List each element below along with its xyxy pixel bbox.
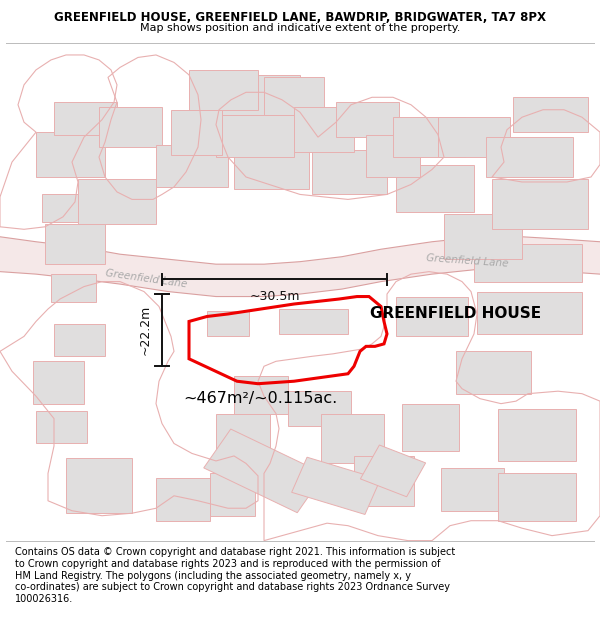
Polygon shape: [156, 478, 210, 521]
Polygon shape: [36, 411, 87, 444]
Polygon shape: [99, 107, 162, 147]
Polygon shape: [354, 456, 414, 506]
Polygon shape: [45, 224, 105, 264]
Polygon shape: [366, 134, 420, 177]
Polygon shape: [498, 409, 576, 461]
Polygon shape: [156, 144, 228, 187]
Text: GREENFIELD HOUSE: GREENFIELD HOUSE: [370, 306, 542, 321]
Polygon shape: [234, 144, 309, 189]
Polygon shape: [33, 361, 84, 404]
Polygon shape: [36, 132, 105, 177]
Polygon shape: [51, 274, 96, 301]
Polygon shape: [0, 237, 600, 296]
Polygon shape: [456, 351, 531, 394]
Polygon shape: [396, 296, 468, 336]
Text: ~22.2m: ~22.2m: [138, 305, 151, 355]
Polygon shape: [486, 137, 573, 177]
Polygon shape: [402, 404, 459, 451]
Polygon shape: [361, 445, 425, 497]
Polygon shape: [207, 311, 249, 336]
Polygon shape: [498, 473, 576, 521]
Polygon shape: [78, 179, 156, 224]
Polygon shape: [171, 110, 222, 154]
Polygon shape: [438, 118, 510, 157]
Polygon shape: [264, 78, 324, 115]
Polygon shape: [288, 391, 351, 426]
Polygon shape: [216, 112, 294, 157]
Polygon shape: [513, 98, 588, 132]
Polygon shape: [279, 309, 348, 334]
Polygon shape: [292, 458, 380, 514]
Polygon shape: [42, 194, 90, 222]
Polygon shape: [66, 458, 132, 513]
Text: GREENFIELD HOUSE, GREENFIELD LANE, BAWDRIP, BRIDGWATER, TA7 8PX: GREENFIELD HOUSE, GREENFIELD LANE, BAWDR…: [54, 11, 546, 24]
Polygon shape: [321, 414, 384, 463]
Polygon shape: [474, 244, 582, 282]
Polygon shape: [234, 376, 288, 414]
Text: Contains OS data © Crown copyright and database right 2021. This information is : Contains OS data © Crown copyright and d…: [15, 548, 455, 604]
Polygon shape: [54, 102, 117, 134]
Polygon shape: [312, 149, 387, 194]
Text: Greenfield Lane: Greenfield Lane: [426, 253, 509, 269]
Polygon shape: [54, 324, 105, 356]
Polygon shape: [477, 291, 582, 334]
Text: ~30.5m: ~30.5m: [249, 290, 300, 303]
Polygon shape: [216, 414, 270, 463]
Polygon shape: [444, 214, 522, 259]
Polygon shape: [294, 107, 354, 152]
Text: Greenfield Lane: Greenfield Lane: [105, 268, 188, 290]
Text: Map shows position and indicative extent of the property.: Map shows position and indicative extent…: [140, 23, 460, 33]
Polygon shape: [441, 468, 504, 511]
Polygon shape: [336, 102, 399, 137]
Polygon shape: [396, 164, 474, 212]
Polygon shape: [189, 70, 258, 110]
Polygon shape: [204, 429, 324, 512]
Polygon shape: [492, 179, 588, 229]
Polygon shape: [210, 473, 255, 516]
Polygon shape: [393, 118, 465, 157]
Text: ~467m²/~0.115ac.: ~467m²/~0.115ac.: [183, 391, 337, 406]
Polygon shape: [222, 75, 300, 115]
